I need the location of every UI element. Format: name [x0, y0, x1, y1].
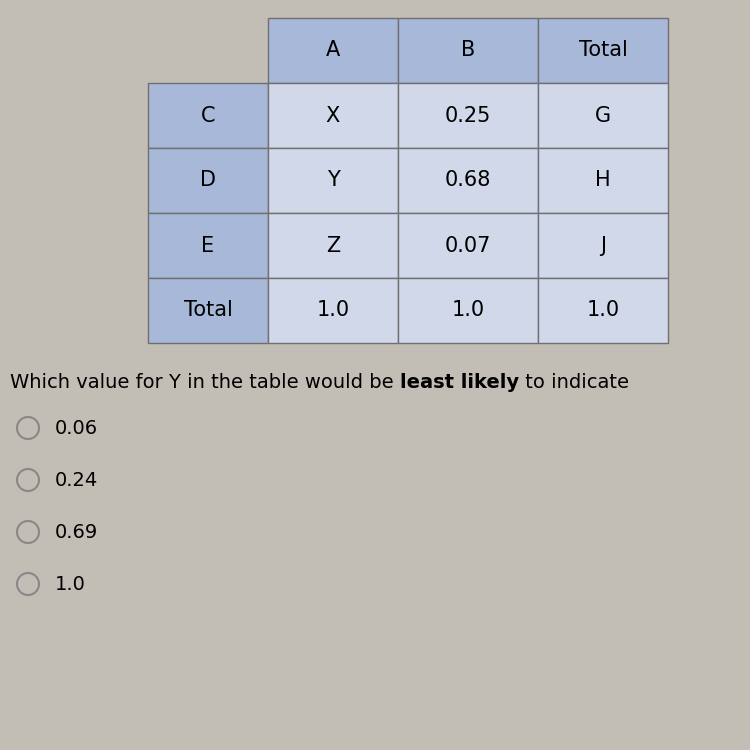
- Text: 1.0: 1.0: [452, 301, 484, 320]
- Bar: [268, 18, 398, 83]
- Bar: [268, 148, 398, 213]
- Text: Z: Z: [326, 236, 340, 256]
- Bar: [268, 83, 398, 148]
- Bar: [148, 278, 268, 343]
- Text: to indicate: to indicate: [519, 373, 629, 392]
- Text: Total: Total: [184, 301, 232, 320]
- Bar: [538, 18, 668, 83]
- Bar: [538, 83, 668, 148]
- Bar: [148, 213, 268, 278]
- Text: 0.69: 0.69: [55, 523, 98, 542]
- Text: Total: Total: [578, 40, 628, 61]
- Text: 0.68: 0.68: [445, 170, 491, 190]
- Text: E: E: [202, 236, 214, 256]
- Bar: [538, 278, 668, 343]
- Text: 0.07: 0.07: [445, 236, 491, 256]
- Text: B: B: [460, 40, 476, 61]
- Bar: [398, 278, 538, 343]
- Text: Y: Y: [326, 170, 340, 190]
- Text: 1.0: 1.0: [586, 301, 620, 320]
- Text: X: X: [326, 106, 340, 125]
- Text: A: A: [326, 40, 340, 61]
- Text: 1.0: 1.0: [55, 574, 86, 593]
- Bar: [398, 83, 538, 148]
- Text: 0.06: 0.06: [55, 419, 98, 437]
- Bar: [268, 213, 398, 278]
- Text: 0.24: 0.24: [55, 470, 98, 490]
- Bar: [538, 213, 668, 278]
- Text: 1.0: 1.0: [316, 301, 350, 320]
- Bar: [398, 213, 538, 278]
- Text: H: H: [596, 170, 610, 190]
- Bar: [148, 148, 268, 213]
- Bar: [398, 18, 538, 83]
- Bar: [148, 18, 268, 83]
- Bar: [398, 148, 538, 213]
- Bar: [538, 148, 668, 213]
- Bar: [268, 278, 398, 343]
- Text: G: G: [595, 106, 611, 125]
- Text: 0.25: 0.25: [445, 106, 491, 125]
- Text: Which value for Y in the table would be: Which value for Y in the table would be: [10, 373, 400, 392]
- Bar: [148, 83, 268, 148]
- Text: D: D: [200, 170, 216, 190]
- Text: least likely: least likely: [400, 373, 519, 392]
- Text: C: C: [201, 106, 215, 125]
- Text: J: J: [600, 236, 606, 256]
